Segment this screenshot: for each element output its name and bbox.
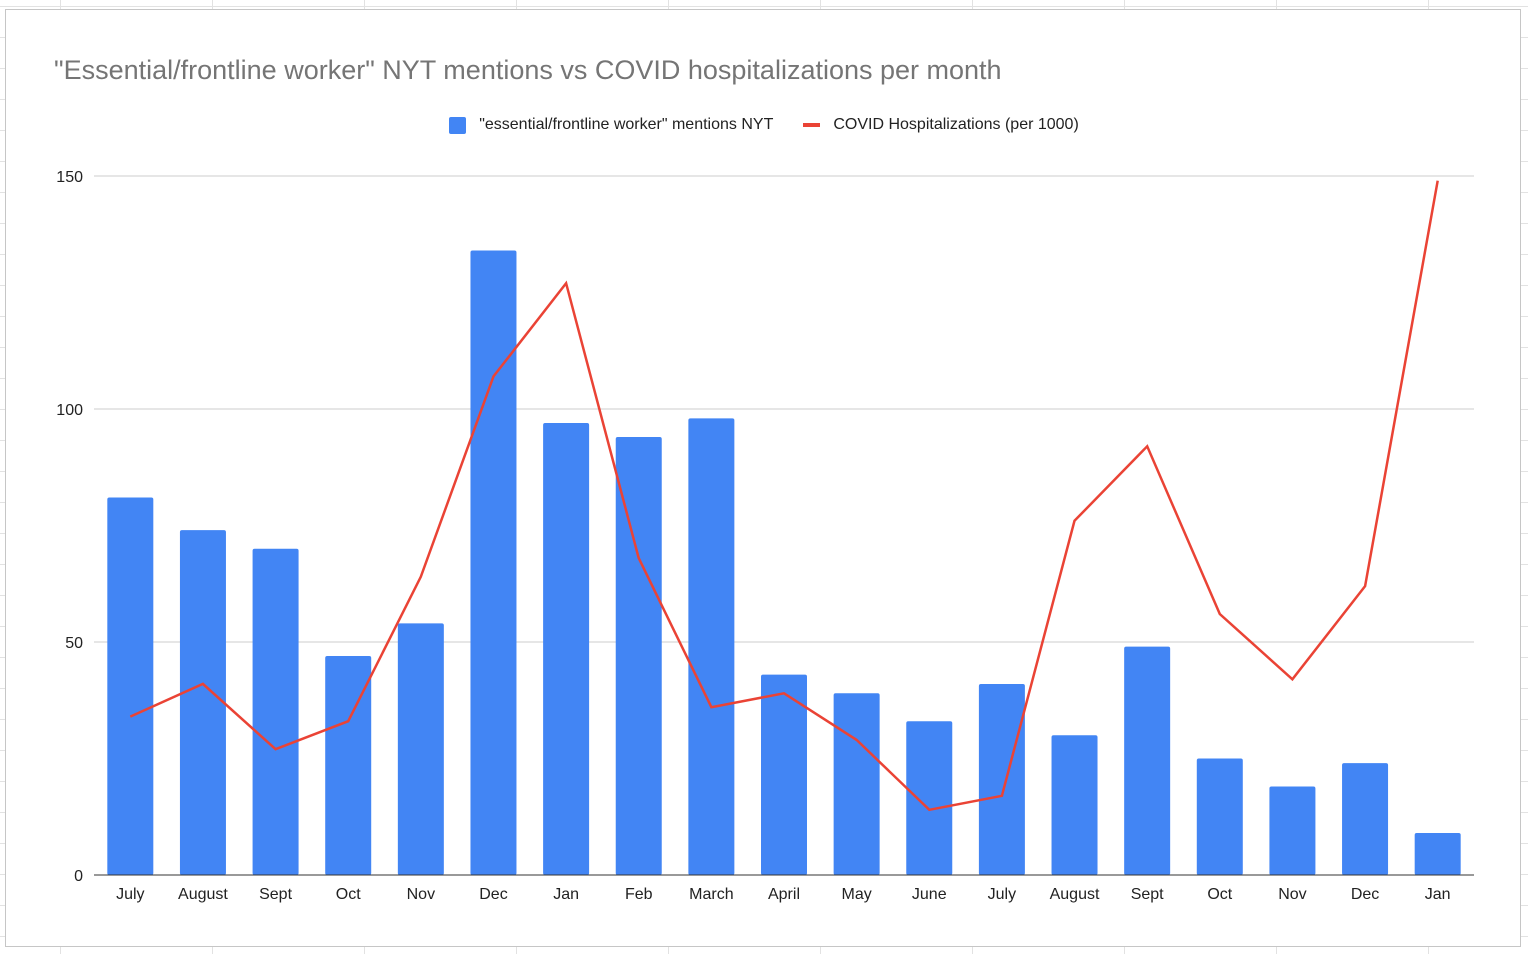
point-hospitalizations-3[interactable] [343, 716, 353, 726]
legend-label-hospitalizations: COVID Hospitalizations (per 1000) [833, 116, 1079, 133]
bar-mentions-10[interactable] [833, 693, 880, 875]
point-hospitalizations-4[interactable] [416, 572, 426, 582]
bar-mentions-6[interactable] [543, 422, 590, 875]
x-tick-label: March [689, 886, 733, 903]
bar-mentions-17[interactable] [1342, 763, 1389, 875]
point-hospitalizations-2[interactable] [271, 744, 281, 754]
chart-plot-area: 0 50 100 150 July August Sept Oct Nov Dec Jan Feb M… [56, 169, 1474, 903]
bar-mentions-13[interactable] [1051, 735, 1098, 875]
bar-mentions-15[interactable] [1196, 758, 1243, 876]
point-hospitalizations-8[interactable] [706, 702, 716, 712]
x-tick-label: July [988, 886, 1016, 903]
x-tick-label: Dec [479, 886, 507, 903]
bar-mentions-16[interactable] [1269, 786, 1316, 875]
bar-mentions-2[interactable] [252, 548, 299, 875]
legend-item-hospitalizations[interactable]: COVID Hospitalizations (per 1000) [803, 116, 1079, 134]
point-hospitalizations-13[interactable] [1070, 516, 1080, 526]
legend-swatch-mentions [449, 116, 467, 134]
chart-legend: "essential/frontline worker" mentions NY… [6, 116, 1522, 134]
chart-title: "Essential/frontline worker" NYT mention… [54, 55, 1002, 85]
x-tick-label: May [842, 886, 872, 903]
x-tick-label: Oct [1207, 886, 1232, 903]
point-hospitalizations-14[interactable] [1142, 441, 1152, 451]
x-tick-label: Oct [336, 886, 361, 903]
point-hospitalizations-0[interactable] [125, 712, 135, 722]
legend-swatch-hospitalizations [803, 123, 821, 127]
x-tick-label: Sept [259, 886, 292, 903]
point-hospitalizations-12[interactable] [997, 791, 1007, 801]
point-hospitalizations-11[interactable] [924, 805, 934, 815]
bar-mentions-7[interactable] [615, 436, 662, 875]
bar-mentions-5[interactable] [470, 250, 517, 875]
x-tick-label: Sept [1131, 886, 1164, 903]
line-hospitalizations[interactable] [129, 180, 1439, 812]
y-tick-label: 150 [56, 169, 83, 186]
point-hospitalizations-1[interactable] [198, 679, 208, 689]
x-tick-label: Jan [553, 886, 579, 903]
bar-mentions-14[interactable] [1124, 646, 1171, 875]
bar-mentions-18[interactable] [1414, 833, 1461, 875]
x-tick-label: April [768, 886, 800, 903]
x-tick-label: Nov [1278, 886, 1306, 903]
point-hospitalizations-9[interactable] [779, 688, 789, 698]
point-hospitalizations-10[interactable] [852, 735, 862, 745]
point-hospitalizations-6[interactable] [561, 278, 571, 288]
x-tick-label: August [178, 886, 228, 903]
point-hospitalizations-16[interactable] [1287, 674, 1297, 684]
x-tick-label: Nov [407, 886, 435, 903]
chart-container[interactable]: "Essential/frontline worker" NYT mention… [5, 9, 1521, 947]
bar-mentions-11[interactable] [906, 721, 953, 875]
bar-mentions-1[interactable] [179, 530, 226, 875]
legend-label-mentions: "essential/frontline worker" mentions NY… [479, 116, 774, 133]
point-hospitalizations-17[interactable] [1360, 581, 1370, 591]
x-tick-label: Feb [625, 886, 653, 903]
legend-item-mentions[interactable]: "essential/frontline worker" mentions NY… [449, 116, 773, 134]
bar-mentions-8[interactable] [688, 418, 735, 875]
x-tick-label: Dec [1351, 886, 1379, 903]
y-tick-label: 100 [56, 402, 83, 419]
bar-mentions-3[interactable] [325, 655, 372, 875]
bar-mentions-12[interactable] [978, 683, 1025, 875]
x-tick-label: July [116, 886, 144, 903]
x-tick-label: August [1050, 886, 1100, 903]
bar-mentions-4[interactable] [397, 623, 444, 875]
bar-mentions-0[interactable] [107, 497, 154, 875]
point-hospitalizations-5[interactable] [488, 371, 498, 381]
y-tick-label: 0 [74, 868, 83, 885]
x-tick-label: June [912, 886, 947, 903]
point-hospitalizations-15[interactable] [1215, 609, 1225, 619]
point-hospitalizations-18[interactable] [1433, 176, 1443, 186]
bar-mentions-9[interactable] [761, 674, 807, 875]
y-tick-label: 50 [65, 635, 83, 652]
point-hospitalizations-7[interactable] [634, 553, 644, 563]
x-tick-label: Jan [1425, 886, 1451, 903]
